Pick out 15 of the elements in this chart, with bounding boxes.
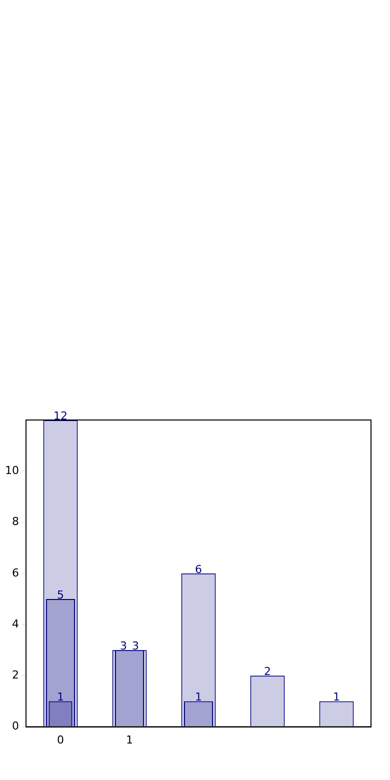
data-label: 2 <box>264 665 271 678</box>
data-label: 12 <box>53 409 68 422</box>
data-label: 5 <box>56 588 64 602</box>
y-tick-label: 2 <box>12 668 19 682</box>
data-label: 1 <box>333 690 340 704</box>
y-tick-label: 8 <box>12 515 19 528</box>
data-label: 6 <box>195 562 202 576</box>
data-label: 1 <box>195 690 202 704</box>
data-label: 3 <box>132 639 139 652</box>
data-label: 1 <box>56 690 64 704</box>
y-tick-label: 6 <box>12 566 19 580</box>
y-tick-label: 4 <box>12 617 19 630</box>
data-label: 3 <box>120 639 127 652</box>
y-tick-label: 0 <box>12 720 19 733</box>
y-tick-label: 10 <box>4 464 19 477</box>
